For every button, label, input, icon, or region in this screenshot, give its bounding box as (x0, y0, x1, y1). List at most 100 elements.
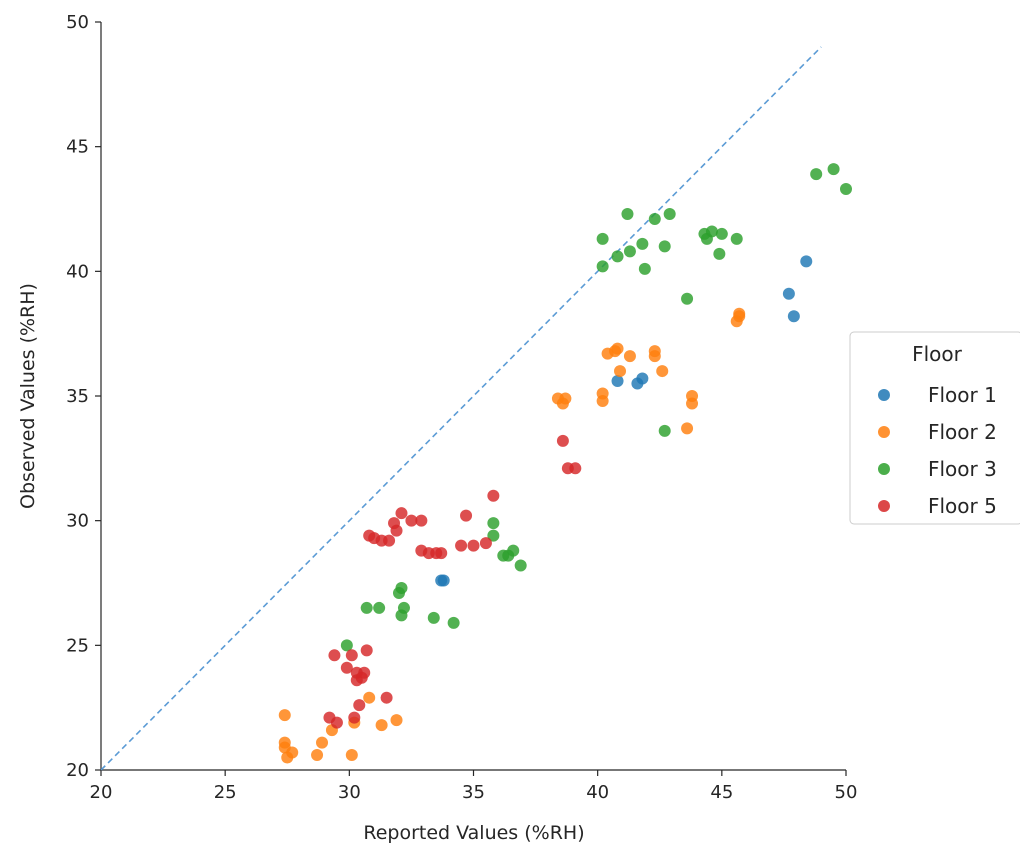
data-points (278, 163, 852, 764)
point-floor-2 (656, 365, 669, 378)
point-floor-5 (455, 539, 468, 552)
point-floor-2 (686, 390, 699, 402)
point-floor-1 (800, 255, 813, 268)
point-floor-5 (415, 514, 428, 527)
y-tick-label: 35 (66, 386, 89, 407)
point-floor-3 (648, 212, 661, 225)
point-floor-3 (730, 232, 743, 245)
point-floor-5 (556, 434, 569, 447)
legend-frame (849, 331, 1020, 525)
y-tick-label: 25 (66, 635, 89, 656)
point-floor-2 (278, 709, 291, 722)
point-floor-5 (380, 691, 393, 704)
point-floor-3 (840, 183, 852, 196)
point-floor-3 (623, 245, 636, 258)
y-tick-label: 50 (66, 12, 89, 33)
point-floor-5 (348, 711, 361, 724)
x-tick-label: 25 (214, 782, 237, 803)
point-floor-2 (623, 350, 636, 363)
x-tick-label: 35 (462, 782, 485, 803)
identity-reference-line (100, 46, 822, 771)
point-floor-5 (358, 666, 371, 679)
point-floor-3 (373, 601, 386, 614)
legend-label-floor-1: Floor 1 (928, 383, 997, 407)
point-floor-5 (479, 537, 492, 550)
point-floor-2 (611, 342, 624, 355)
point-floor-3 (705, 225, 718, 238)
point-floor-5 (569, 462, 582, 475)
legend-label-floor-3: Floor 3 (928, 457, 997, 481)
point-floor-3 (715, 227, 728, 240)
point-floor-5 (330, 716, 343, 729)
point-floor-3 (827, 163, 840, 176)
point-floor-3 (658, 424, 671, 437)
x-tick-label: 30 (338, 782, 361, 803)
point-floor-2 (345, 749, 358, 762)
point-floor-2 (363, 691, 376, 704)
point-floor-3 (810, 168, 823, 181)
legend-label-floor-2: Floor 2 (928, 420, 997, 444)
y-tick-label: 45 (66, 137, 89, 158)
point-floor-5 (340, 661, 353, 674)
point-floor-3 (487, 529, 500, 542)
x-tick-label: 20 (90, 782, 113, 803)
point-floor-2 (316, 736, 329, 749)
y-tick-label: 30 (66, 511, 89, 532)
point-floor-1 (787, 310, 800, 323)
y-tick-label: 40 (66, 261, 89, 282)
point-floor-3 (658, 240, 671, 253)
point-floor-3 (427, 611, 440, 624)
point-floor-2 (559, 392, 572, 405)
legend-label-floor-5: Floor 5 (928, 494, 997, 518)
legend-marker-floor-1 (878, 389, 890, 401)
x-tick-label: 40 (586, 782, 609, 803)
point-floor-3 (487, 517, 500, 530)
point-floor-3 (397, 601, 410, 614)
point-floor-3 (713, 247, 726, 260)
point-floor-5 (345, 649, 358, 662)
legend: Floor Floor 1 Floor 2 Floor 3 Floor 5 (849, 331, 1020, 525)
legend-title: Floor (912, 342, 963, 366)
point-floor-2 (286, 746, 299, 759)
x-tick-label: 45 (710, 782, 733, 803)
point-floor-3 (447, 616, 460, 629)
point-floor-1 (782, 287, 795, 300)
point-floor-3 (621, 207, 634, 220)
point-floor-3 (638, 262, 651, 275)
point-floor-5 (353, 699, 366, 712)
legend-marker-floor-2 (878, 426, 890, 438)
point-floor-3 (611, 250, 624, 263)
point-floor-2 (733, 307, 746, 320)
point-floor-3 (514, 559, 527, 572)
point-floor-1 (611, 375, 624, 388)
point-floor-2 (375, 719, 388, 732)
point-floor-5 (390, 524, 403, 537)
point-floor-3 (395, 581, 408, 594)
point-floor-3 (507, 544, 520, 557)
x-tick-label: 50 (835, 782, 858, 803)
point-floor-5 (405, 514, 418, 527)
legend-marker-floor-3 (878, 463, 890, 475)
y-axis-ticks: 20 25 30 35 40 45 50 (66, 12, 101, 781)
point-floor-3 (360, 601, 373, 614)
point-floor-5 (460, 509, 473, 522)
point-floor-3 (340, 639, 353, 652)
point-floor-5 (487, 489, 500, 502)
y-tick-label: 20 (66, 760, 89, 781)
point-floor-3 (596, 232, 609, 245)
point-floor-2 (614, 365, 627, 378)
point-floor-2 (390, 714, 403, 727)
x-axis-ticks: 20 25 30 35 40 45 50 (90, 770, 858, 803)
legend-items: Floor 1 Floor 2 Floor 3 Floor 5 (878, 383, 997, 518)
point-floor-2 (648, 350, 661, 363)
point-floor-3 (596, 260, 609, 273)
point-floor-3 (681, 292, 694, 305)
legend-marker-floor-5 (878, 500, 890, 512)
point-floor-5 (383, 534, 396, 547)
point-floor-5 (467, 539, 480, 552)
point-floor-1 (636, 372, 649, 385)
point-floor-2 (681, 422, 694, 435)
x-axis-label: Reported Values (%RH) (363, 822, 584, 844)
point-floor-5 (328, 649, 341, 662)
